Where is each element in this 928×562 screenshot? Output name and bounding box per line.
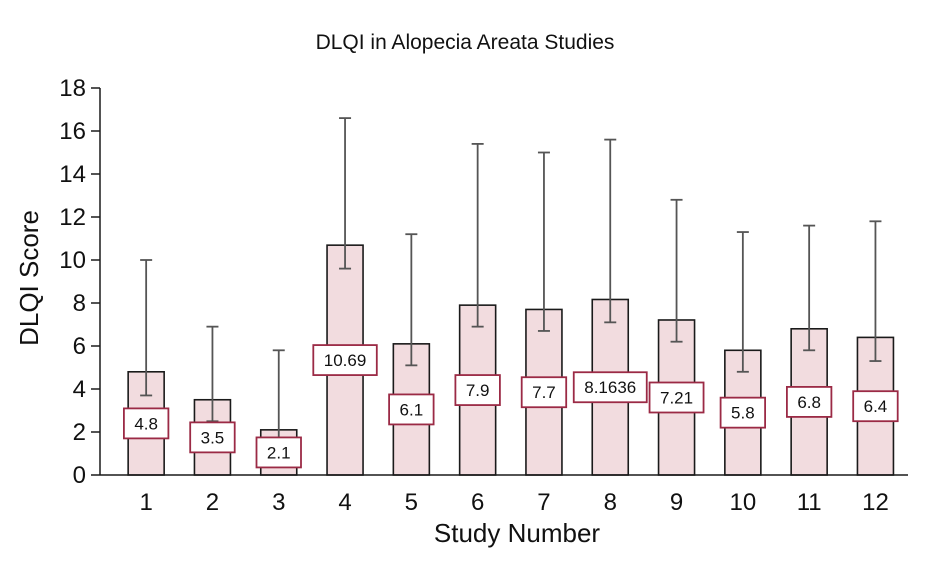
y-tick-label: 8 <box>73 290 86 317</box>
y-axis-title: DLQI Score <box>14 210 44 346</box>
data-label-box <box>454 374 501 406</box>
y-tick-label: 14 <box>59 161 86 188</box>
data-label: 2.1 <box>267 443 291 462</box>
y-tick-label: 6 <box>73 333 86 360</box>
x-axis-ticks: 1 2 3 4 5 6 7 8 9 10 11 12 <box>139 489 888 516</box>
data-label: 5.8 <box>731 404 755 423</box>
y-tick-label: 18 <box>59 75 86 102</box>
axes <box>99 88 908 476</box>
data-label-box <box>388 393 435 426</box>
y-tick-label: 12 <box>59 204 86 231</box>
data-label-box <box>255 436 302 469</box>
x-tick-label: 8 <box>604 489 617 516</box>
y-tick-label: 0 <box>73 462 86 489</box>
data-label: 4.8 <box>134 414 158 433</box>
error-bars-group <box>140 117 882 466</box>
data-label: 7.7 <box>532 383 556 402</box>
data-label: 3.5 <box>201 428 225 447</box>
data-label: 8.1636 <box>584 378 636 397</box>
data-label: 6.4 <box>864 397 888 416</box>
x-tick-label: 7 <box>537 489 550 516</box>
data-label-box <box>719 396 766 429</box>
x-tick-label: 12 <box>862 489 889 516</box>
x-tick-label: 10 <box>729 489 756 516</box>
x-tick-label: 5 <box>405 489 418 516</box>
data-label: 7.9 <box>466 381 490 400</box>
data-label-box <box>520 376 568 409</box>
x-axis-title: Study Number <box>434 518 601 548</box>
data-label: 7.21 <box>660 388 693 407</box>
data-label-box <box>189 421 236 454</box>
y-tick-label: 16 <box>59 118 86 145</box>
x-tick-label: 1 <box>139 489 152 516</box>
y-tick-label: 4 <box>73 376 86 403</box>
y-axis-ticks: 0 2 4 6 8 10 12 14 16 18 <box>59 75 100 489</box>
data-label-box <box>786 385 833 418</box>
data-label-box <box>852 390 899 423</box>
y-tick-label: 10 <box>59 247 86 274</box>
data-label-box <box>123 407 170 440</box>
data-label-box <box>572 371 648 404</box>
chart-title: DLQI in Alopecia Areata Studies <box>316 31 615 54</box>
x-tick-label: 4 <box>338 489 351 516</box>
x-tick-label: 3 <box>272 489 285 516</box>
bars-group <box>127 244 895 476</box>
data-label: 6.1 <box>400 400 424 419</box>
x-tick-label: 11 <box>797 489 822 516</box>
data-label-box <box>648 381 705 414</box>
x-tick-label: 9 <box>670 489 683 516</box>
data-labels-group: 4.8 3.5 2.1 10.69 6.1 7.9 7.7 8.1636 7.21 5.8 6.8 6… <box>123 344 899 469</box>
data-label-box <box>312 344 378 376</box>
data-label: 6.8 <box>797 393 821 412</box>
x-tick-label: 6 <box>471 489 484 516</box>
x-tick-label: 2 <box>206 489 219 516</box>
data-label: 10.69 <box>324 351 367 370</box>
y-tick-label: 2 <box>73 419 86 446</box>
